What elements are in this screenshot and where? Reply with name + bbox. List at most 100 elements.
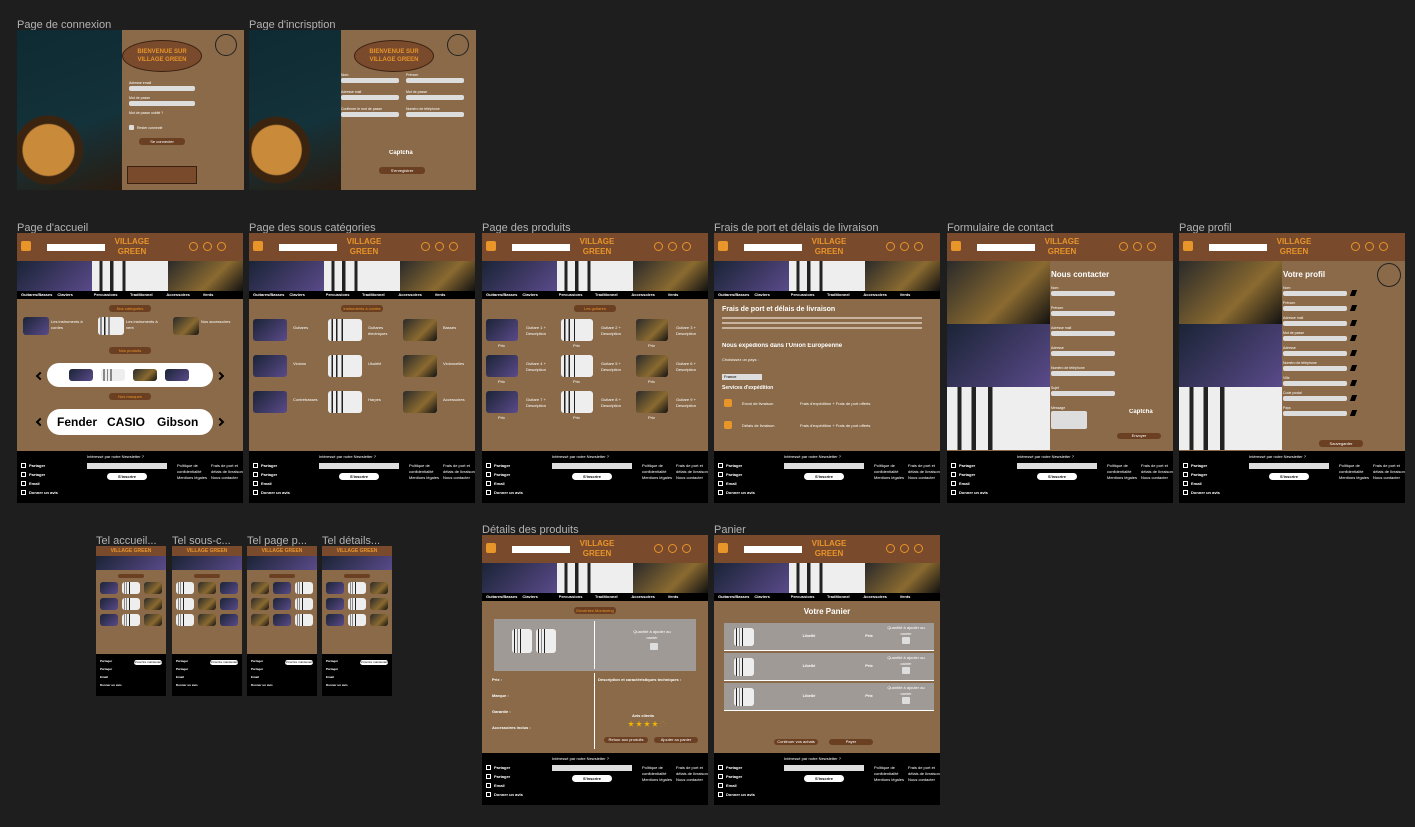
- banner-image: [249, 261, 325, 291]
- header-icon: [914, 544, 923, 553]
- service-text: Frais d'expédition + Frais de port offer…: [800, 423, 871, 428]
- select: France: [722, 374, 762, 380]
- product-price: Prix: [648, 415, 655, 420]
- product-image: [122, 598, 140, 610]
- share-icon: [718, 481, 723, 486]
- service-icon: [724, 421, 732, 429]
- newsletter-text: Intéressé par notre Newsletter ?: [784, 756, 841, 761]
- share-link: Donner un avis: [29, 490, 58, 495]
- share-icon: [21, 481, 26, 486]
- product-image: [295, 582, 313, 594]
- share-link: Donner un avis: [1191, 490, 1220, 495]
- edit-icon: [1349, 395, 1358, 401]
- welcome-text: BIENVENUE SUR VILLAGE GREEN: [369, 49, 419, 63]
- qty-box: [902, 637, 910, 644]
- product-image: [100, 614, 118, 626]
- footer-link: Nous contacter: [1141, 475, 1168, 480]
- share-link: Donner un avis: [261, 490, 290, 495]
- product-image: [328, 319, 362, 341]
- newsletter-text: Intéressé par notre Newsletter ?: [87, 454, 144, 459]
- frame-label: Détails des produits: [482, 524, 579, 536]
- footer-link: Mentions légales: [642, 777, 673, 782]
- header-icon: [654, 242, 663, 251]
- search-box: [744, 546, 802, 553]
- header-icon: [886, 544, 895, 553]
- nav-item: Accessoires: [863, 292, 887, 297]
- product-image: [23, 317, 49, 335]
- input: [1283, 396, 1347, 401]
- footer-link: Politique de confidentialité: [177, 463, 202, 473]
- send-button: Envoyer: [1117, 433, 1161, 439]
- nav-bar: [714, 593, 940, 601]
- share-link: Partager: [29, 463, 46, 468]
- cart-row: [724, 683, 934, 711]
- service-text: Délais de livraison: [742, 423, 775, 428]
- field-label: Code postal: [1283, 391, 1302, 395]
- spec-label: Garantie :: [492, 709, 511, 714]
- side-image: [947, 324, 1050, 387]
- subcategory-name: Violoncelles: [443, 361, 465, 366]
- product-image: [403, 355, 437, 377]
- product-image: [253, 391, 287, 413]
- form-title: Nous contacter: [1051, 270, 1110, 279]
- product-image: [326, 598, 344, 610]
- spec-divider: [594, 673, 595, 749]
- nav-bar: [482, 593, 708, 601]
- share-link: Partager: [959, 472, 976, 477]
- share-link: Email: [176, 675, 185, 679]
- frame-label: Tel page p...: [247, 535, 307, 547]
- product-image: [251, 598, 269, 610]
- product-image: [561, 391, 593, 413]
- search-box: [744, 244, 802, 251]
- banner-image: [864, 261, 940, 291]
- product-image: [636, 319, 668, 341]
- share-link: Partager: [726, 463, 743, 468]
- header-icon: [900, 544, 909, 553]
- edit-icon: [1349, 365, 1358, 371]
- header-icon: [668, 242, 677, 251]
- product-image: [253, 355, 287, 377]
- subscribe-button: S'inscrire maintenant: [572, 473, 612, 480]
- share-icon: [486, 783, 491, 788]
- qty-label: Quantité à ajouter au panier: [633, 629, 671, 639]
- product-name: Guitare 1 + Description: [526, 325, 547, 336]
- logo: VILLAGE GREEN: [114, 237, 150, 256]
- frame-label: Page des produits: [482, 222, 571, 234]
- nav-item: Claviers: [522, 594, 538, 599]
- field-label: Pays: [1283, 406, 1291, 410]
- frame-label: Tel sous-c...: [172, 535, 231, 547]
- side-image: [947, 387, 1050, 450]
- edit-icon: [1349, 320, 1358, 326]
- product-image: [100, 582, 118, 594]
- captcha: Captcha: [389, 150, 413, 156]
- nav-item: Guitares/Basses: [486, 594, 518, 599]
- star: [636, 721, 642, 727]
- footer-link: Frais de port et délais de livraison: [1141, 463, 1173, 473]
- footer-link: Frais de port et délais de livraison: [676, 463, 708, 473]
- subscribe-button: S'inscrire maintenant: [210, 660, 238, 665]
- product-image: [220, 582, 238, 594]
- footer-link: Mentions légales: [642, 475, 673, 480]
- nav-item: Traditionnel: [595, 292, 618, 297]
- side-image: [1179, 324, 1282, 387]
- product-image: [486, 391, 518, 413]
- cart-button: Continuer vos achats: [774, 739, 818, 745]
- field-label: Adresse: [1283, 346, 1296, 350]
- login-button: Se connecter: [139, 138, 185, 145]
- footer-link: Nous contacter: [1373, 475, 1400, 480]
- nav-item: Accessoires: [631, 594, 655, 599]
- field-label: Mot de passe: [406, 90, 428, 94]
- arrow: [215, 417, 225, 427]
- product-image: [273, 598, 291, 610]
- logo: VILLAGE GREEN: [261, 548, 303, 554]
- banner-image: [864, 563, 940, 593]
- frame-label: Formulaire de contact: [947, 222, 1054, 234]
- product-image: [122, 614, 140, 626]
- subcategory-name: Accessoires: [443, 397, 465, 402]
- banner-image: [96, 556, 166, 570]
- frame: BIENVENUE SUR VILLAGE GREEN Adresse email…: [17, 30, 244, 190]
- header: [172, 546, 242, 556]
- footer-link: Frais de port et délais de livraison: [1373, 463, 1405, 473]
- share-link: Partager: [251, 659, 264, 663]
- subscribe-button: S'inscrire maintenant: [804, 775, 844, 782]
